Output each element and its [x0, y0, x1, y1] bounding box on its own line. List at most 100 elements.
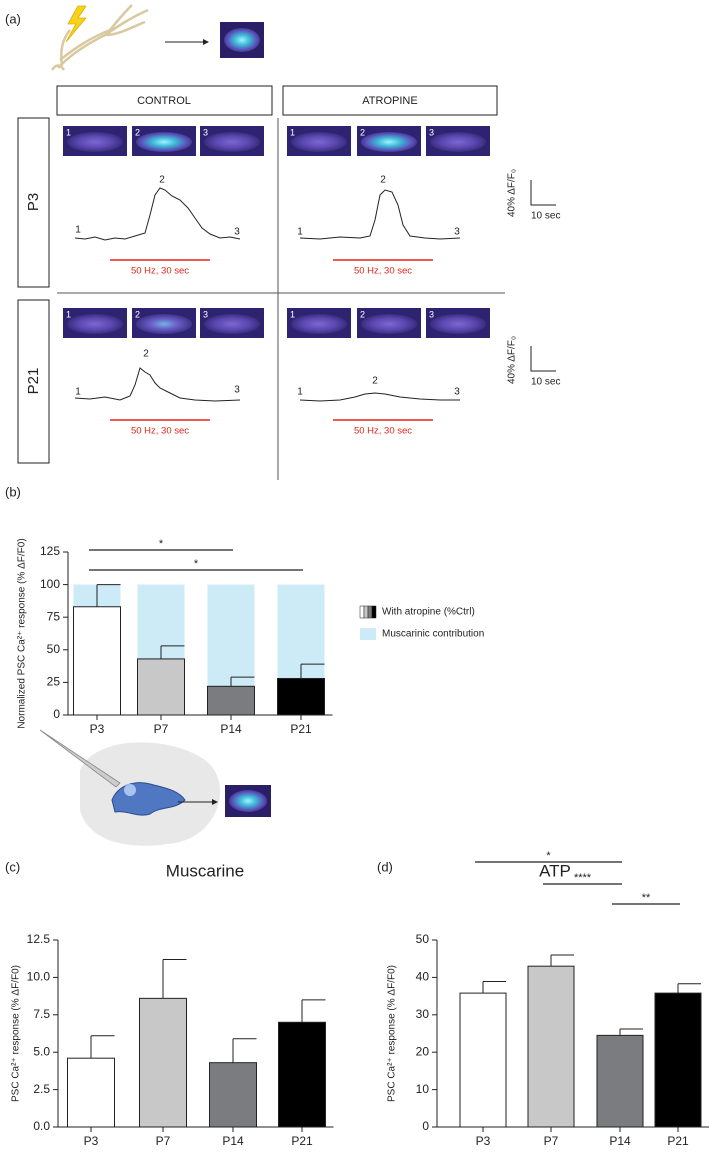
- bar: [596, 1034, 644, 1128]
- cell-image: [430, 314, 486, 334]
- cell-image: [204, 314, 260, 334]
- significance-label: *: [194, 558, 199, 570]
- image-label: 2: [135, 127, 140, 137]
- arrow-head: [203, 39, 209, 45]
- point-label: 3: [234, 227, 240, 238]
- row-box: [17, 117, 50, 288]
- cell-image: [291, 314, 347, 334]
- point-label: 2: [159, 175, 165, 186]
- x-tick-label: P14: [609, 1134, 631, 1148]
- point-label: 3: [234, 385, 240, 396]
- legend-label: Muscarinic contribution: [382, 629, 484, 640]
- x-tick-label: P7: [544, 1134, 559, 1148]
- legend-swatch: [371, 605, 377, 619]
- stacked-bar: [277, 584, 325, 679]
- header: ATROPINE: [362, 95, 417, 107]
- bar: [527, 965, 575, 1128]
- arrow-head: [212, 799, 218, 805]
- scale-bar: [530, 346, 556, 372]
- y-tick-label: 0: [422, 1119, 429, 1133]
- x-tick-label: P21: [291, 1134, 313, 1148]
- y-tick-label: 50: [416, 932, 430, 946]
- y-tick-label: 25: [47, 675, 61, 689]
- point-label: 1: [297, 227, 303, 238]
- cell-image: [229, 790, 267, 812]
- y-tick-label: 7.5: [33, 1007, 50, 1021]
- cell-image: [136, 132, 192, 152]
- point-label: 2: [143, 349, 149, 360]
- legend-swatch: [367, 605, 373, 619]
- row-box: [17, 299, 50, 464]
- y-tick-label: 5.0: [33, 1044, 50, 1058]
- bar: [654, 992, 702, 1128]
- x-tick-label: P3: [84, 1134, 99, 1148]
- pipette-icon: [39, 729, 121, 788]
- significance-label: *: [546, 850, 551, 862]
- x-tick-label: P14: [222, 1134, 244, 1148]
- significance-label: **: [642, 892, 651, 904]
- point-label: 2: [372, 376, 378, 387]
- image-label: 2: [360, 309, 365, 319]
- scale-label: 10 sec: [531, 211, 560, 222]
- x-tick-label: P7: [154, 722, 169, 736]
- x-tick-label: P3: [476, 1134, 491, 1148]
- y-tick-label: 10.0: [27, 970, 51, 984]
- point-label: 1: [297, 387, 303, 398]
- cell-image: [204, 132, 260, 152]
- bar: [459, 992, 507, 1128]
- x-tick-label: P7: [156, 1134, 171, 1148]
- y-tick-label: 20: [416, 1044, 430, 1058]
- y-tick-label: 40: [416, 970, 430, 984]
- point-label: 3: [454, 227, 460, 238]
- image-label: 1: [66, 127, 71, 137]
- panel-label: (b): [5, 484, 21, 499]
- bar: [207, 685, 255, 716]
- point-label: 3: [454, 387, 460, 398]
- image-label: 3: [203, 309, 208, 319]
- point-label: 1: [75, 387, 81, 398]
- scale-label: 10 sec: [531, 377, 560, 388]
- bar: [277, 677, 325, 716]
- y-tick-label: 12.5: [27, 932, 51, 946]
- neuron-icon: [50, 4, 149, 71]
- cell-image: [67, 314, 123, 334]
- cell-image: [291, 132, 347, 152]
- point-label: 1: [75, 225, 81, 236]
- x-tick-label: P14: [220, 722, 242, 736]
- y-tick-label: 2.5: [33, 1082, 50, 1096]
- trace: [74, 187, 241, 241]
- x-tick-label: P3: [90, 722, 105, 736]
- trace: [299, 392, 460, 402]
- y-tick-label: 30: [416, 1007, 430, 1021]
- y-tick-label: 100: [40, 577, 60, 591]
- trace: [74, 367, 241, 402]
- bar: [67, 1057, 115, 1128]
- y-tick-label: 75: [47, 609, 61, 623]
- x-tick-label: P21: [667, 1134, 689, 1148]
- cell-icon: [124, 784, 136, 796]
- y-tick-label: 125: [40, 544, 60, 558]
- legend-swatch: [359, 605, 365, 619]
- header-box: [56, 85, 273, 116]
- y-axis-label: Normalized PSC Ca²⁺ response (% ΔF/F0): [17, 538, 28, 728]
- bar: [137, 658, 185, 716]
- scale-label: 40% ΔF/F₀: [507, 169, 518, 217]
- panel-label: (d): [377, 859, 393, 874]
- point-label: 2: [380, 175, 386, 186]
- cell-image: [361, 314, 417, 334]
- image-label: 2: [135, 309, 140, 319]
- header-box: [282, 85, 498, 116]
- lightning-icon: [65, 5, 87, 43]
- image-label: 1: [290, 309, 295, 319]
- x-tick-label: P21: [290, 722, 312, 736]
- stimulus-label: 50 Hz, 30 sec: [354, 426, 412, 437]
- y-tick-label: 0: [53, 707, 60, 721]
- legend-swatch: [363, 605, 369, 619]
- scale-label: 40% ΔF/F₀: [507, 336, 518, 384]
- legend-label: With atropine (%Ctrl): [382, 607, 475, 618]
- bar: [278, 1021, 326, 1128]
- cell-image: [136, 314, 192, 334]
- stimulus-label: 50 Hz, 30 sec: [354, 266, 412, 277]
- image-label: 1: [66, 309, 71, 319]
